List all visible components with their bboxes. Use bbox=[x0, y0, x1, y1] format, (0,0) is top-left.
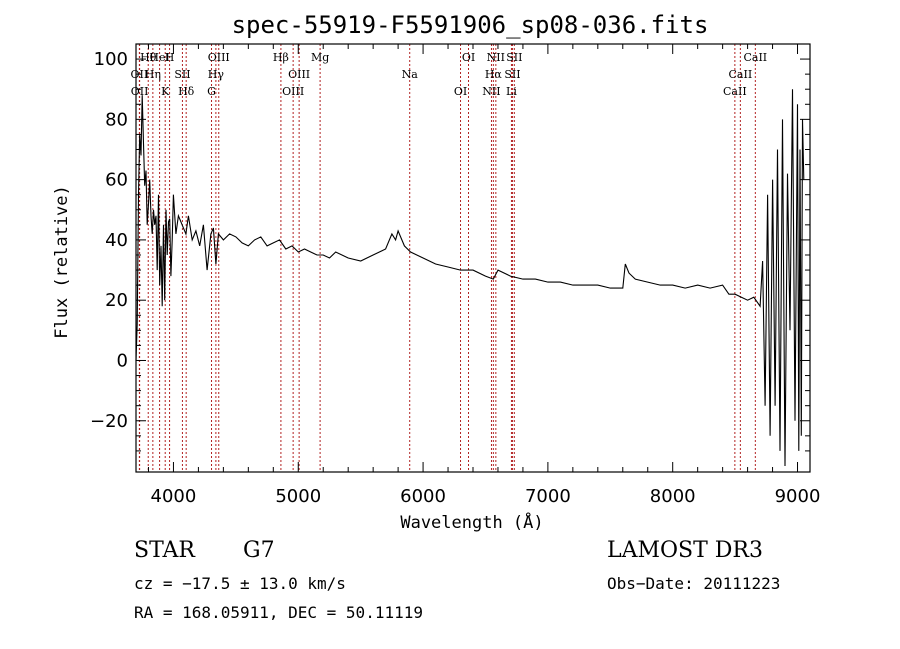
line-marker-label: OI bbox=[462, 51, 475, 64]
y-tick-label: 20 bbox=[105, 290, 128, 311]
line-marker-label: SII bbox=[504, 68, 520, 81]
emission-line-markers bbox=[138, 44, 756, 472]
coordinates-text: RA = 168.05911, DEC = 50.11119 bbox=[134, 603, 423, 622]
line-marker-label: OI bbox=[454, 85, 467, 98]
y-tick-label: 100 bbox=[94, 49, 128, 70]
line-marker-label: Hγ bbox=[208, 68, 225, 81]
x-axis-label: Wavelength (Å) bbox=[400, 511, 543, 533]
line-marker-label: Hδ bbox=[178, 85, 195, 98]
velocity-text: cz = −17.5 ± 13.0 km/s bbox=[134, 574, 346, 593]
object-subclass: G7 bbox=[243, 538, 275, 563]
spectrum-line bbox=[135, 89, 805, 467]
line-marker-label: K bbox=[161, 85, 170, 98]
line-marker-label: Hβ bbox=[273, 51, 289, 64]
line-marker-label: NII bbox=[487, 51, 505, 64]
y-axis-label: Flux (relative) bbox=[52, 185, 72, 339]
x-axis-ticks: 4000 5000 6000 7000 8000 9000 bbox=[147, 44, 821, 507]
survey-name: LAMOST DR3 bbox=[607, 538, 763, 563]
x-tick-label: 4000 bbox=[151, 486, 197, 507]
line-marker-label: Hα bbox=[485, 68, 503, 81]
line-marker-label: G bbox=[207, 85, 216, 98]
object-class: STAR bbox=[134, 538, 195, 563]
line-marker-label: OIII bbox=[282, 85, 304, 98]
line-marker-label: H bbox=[165, 51, 175, 64]
plot-frame bbox=[135, 43, 811, 473]
chart-title: spec-55919-F5591906_sp08-036.fits bbox=[232, 11, 709, 39]
line-marker-label: OII bbox=[131, 85, 149, 98]
x-tick-label: 9000 bbox=[775, 486, 821, 507]
x-tick-label: 5000 bbox=[275, 486, 321, 507]
line-marker-label: NII bbox=[482, 85, 500, 98]
line-marker-label: Mg bbox=[311, 51, 329, 64]
line-marker-label: HeI bbox=[149, 51, 169, 64]
x-tick-label: 7000 bbox=[525, 486, 571, 507]
line-marker-label: Li bbox=[506, 85, 517, 98]
y-axis-ticks: −20 0 20 40 60 80 100 bbox=[90, 49, 810, 452]
x-tick-label: 6000 bbox=[400, 486, 446, 507]
line-marker-label: OIII bbox=[288, 68, 310, 81]
line-marker-label: Hθ bbox=[140, 51, 157, 64]
x-tick-label: 8000 bbox=[650, 486, 696, 507]
obs-date: Obs−Date: 20111223 bbox=[607, 574, 781, 593]
line-marker-label: SII bbox=[506, 51, 522, 64]
line-marker-label: SII bbox=[174, 68, 190, 81]
y-tick-label: −20 bbox=[90, 411, 128, 432]
y-tick-label: 60 bbox=[105, 170, 128, 191]
y-tick-label: 40 bbox=[105, 230, 128, 251]
emission-line-labels: HθOIIOIIHeIHηKHSIIHδOIIIHγGHβOIIIOIIIMgN… bbox=[131, 51, 768, 98]
line-marker-label: CaII bbox=[743, 51, 767, 64]
line-marker-label: OIII bbox=[208, 51, 230, 64]
line-marker-label: Na bbox=[402, 68, 419, 81]
y-tick-label: 80 bbox=[105, 109, 128, 130]
y-tick-label: 0 bbox=[117, 350, 128, 371]
line-marker-label: CaII bbox=[729, 68, 753, 81]
line-marker-label: CaII bbox=[723, 85, 747, 98]
line-marker-label: Hη bbox=[145, 68, 161, 81]
